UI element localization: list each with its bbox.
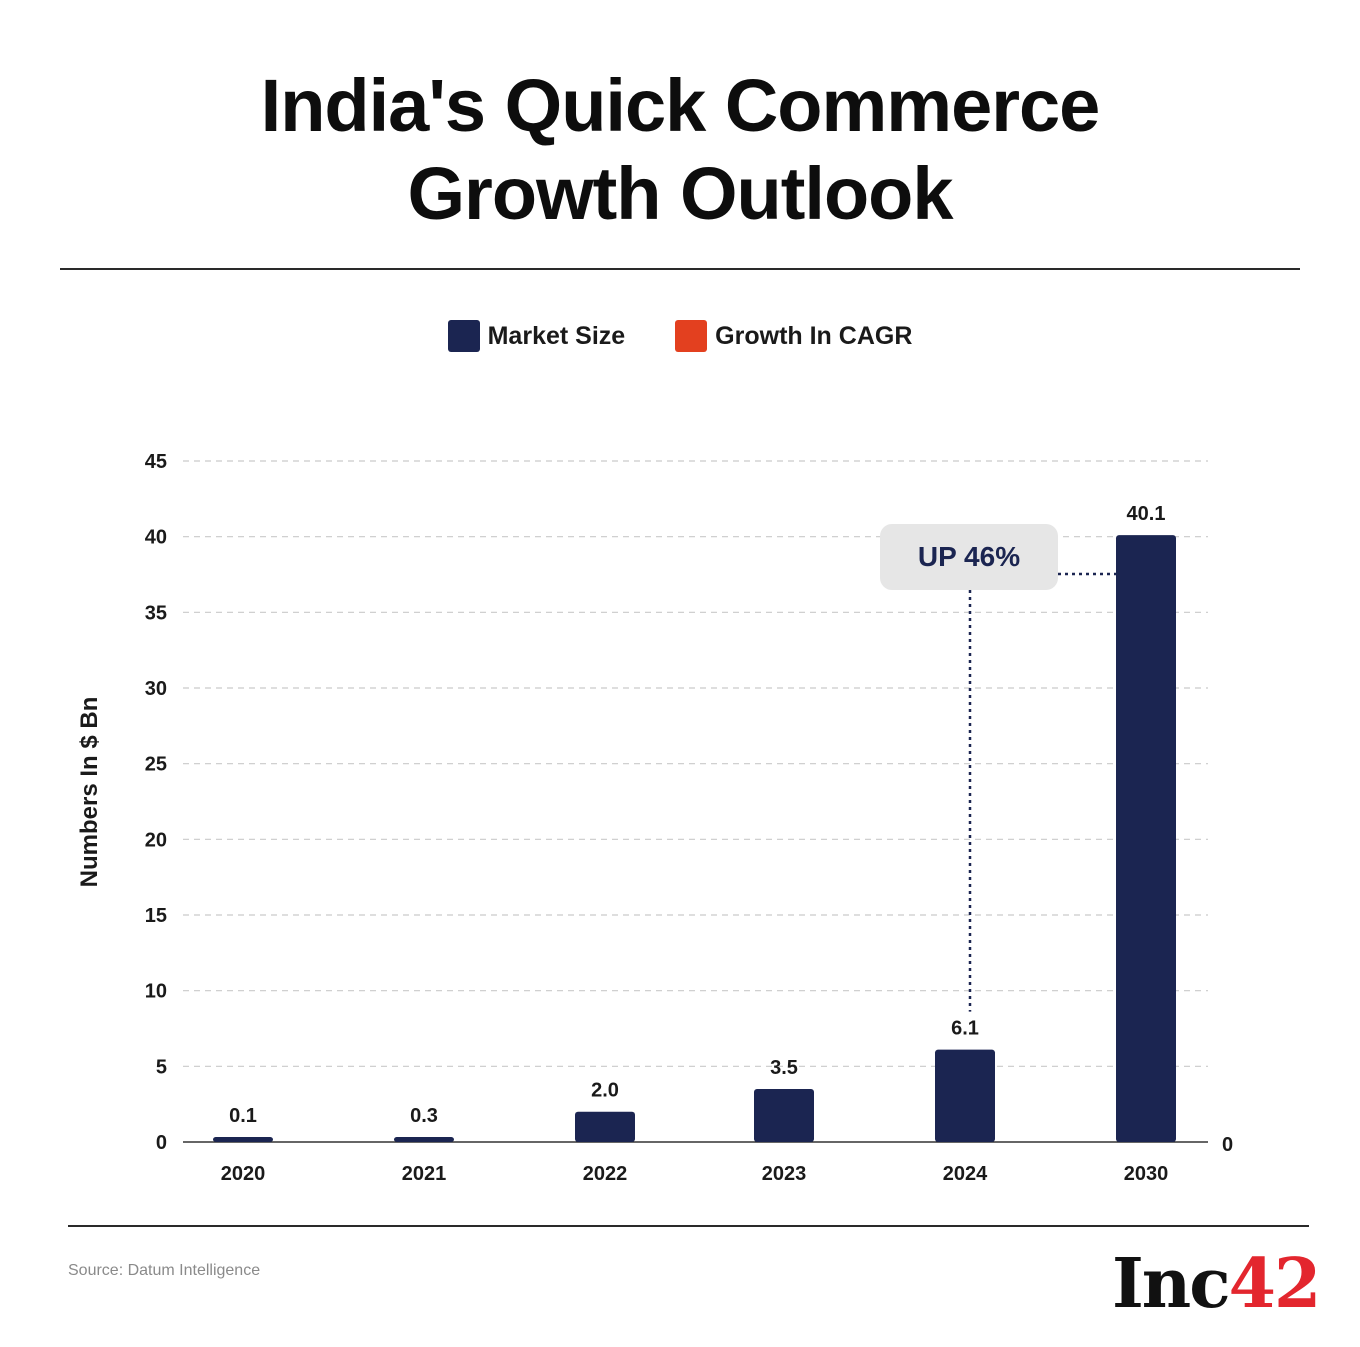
bar-2030 (1116, 535, 1176, 1142)
title-line-2: Growth Outlook (407, 152, 953, 235)
bar-2023 (754, 1089, 814, 1142)
data-label-2023: 3.5 (770, 1057, 798, 1079)
y-tick-label: 35 (145, 602, 167, 624)
x-tick-label-2020: 2020 (221, 1163, 266, 1185)
data-label-2030: 40.1 (1127, 503, 1166, 525)
data-label-2020: 0.1 (229, 1105, 257, 1127)
secondary-y-tick-label: 0 (1222, 1134, 1233, 1156)
y-tick-label: 15 (145, 905, 167, 927)
y-tick-label: 45 (145, 451, 167, 473)
legend-label-growth-cagr: Growth In CAGR (715, 321, 913, 350)
data-label-2021: 0.3 (410, 1105, 438, 1127)
chart-title: India's Quick Commerce Growth Outlook (0, 62, 1360, 238)
legend-swatch-growth-cagr (675, 320, 708, 352)
y-tick-label: 40 (145, 527, 167, 549)
inc42-logo: Inc42 (1112, 1248, 1321, 1320)
x-tick-label-2030: 2030 (1124, 1163, 1169, 1185)
x-tick-label-2023: 2023 (762, 1163, 807, 1185)
logo-number: 42 (1228, 1244, 1322, 1324)
bar-2024 (935, 1049, 995, 1142)
bar-2021 (394, 1137, 454, 1142)
bar-2020 (213, 1137, 273, 1142)
logo-text: Inc (1112, 1244, 1231, 1324)
y-tick-label: 20 (145, 829, 167, 851)
y-axis-title: Numbers In $ Bn (76, 697, 103, 888)
annotation-box (880, 524, 1058, 590)
legend-item-market-size: Market Size (447, 320, 626, 352)
title-line-1: India's Quick Commerce (260, 64, 1101, 147)
x-tick-label-2022: 2022 (583, 1163, 628, 1185)
legend-item-growth-cagr: Growth In CAGR (675, 320, 912, 352)
x-tick-label-2021: 2021 (402, 1163, 447, 1185)
data-label-2024: 6.1 (951, 1018, 979, 1040)
legend-swatch-market-size (447, 320, 480, 352)
top-divider (60, 268, 1300, 270)
bottom-divider (68, 1225, 1309, 1227)
y-tick-label: 25 (145, 754, 167, 776)
legend-label-market-size: Market Size (487, 321, 626, 350)
legend: Market Size Growth In CAGR (0, 320, 1360, 352)
annotation-text: UP 46% (918, 541, 1020, 572)
bar-2022 (575, 1111, 635, 1142)
y-tick-label: 10 (145, 981, 167, 1003)
x-tick-label-2024: 2024 (943, 1163, 988, 1185)
data-label-2022: 2.0 (591, 1080, 619, 1102)
y-tick-label: 0 (156, 1132, 167, 1154)
source-note: Source: Datum Intelligence (68, 1262, 261, 1279)
y-tick-label: 30 (145, 678, 167, 700)
y-tick-label: 5 (156, 1056, 167, 1078)
